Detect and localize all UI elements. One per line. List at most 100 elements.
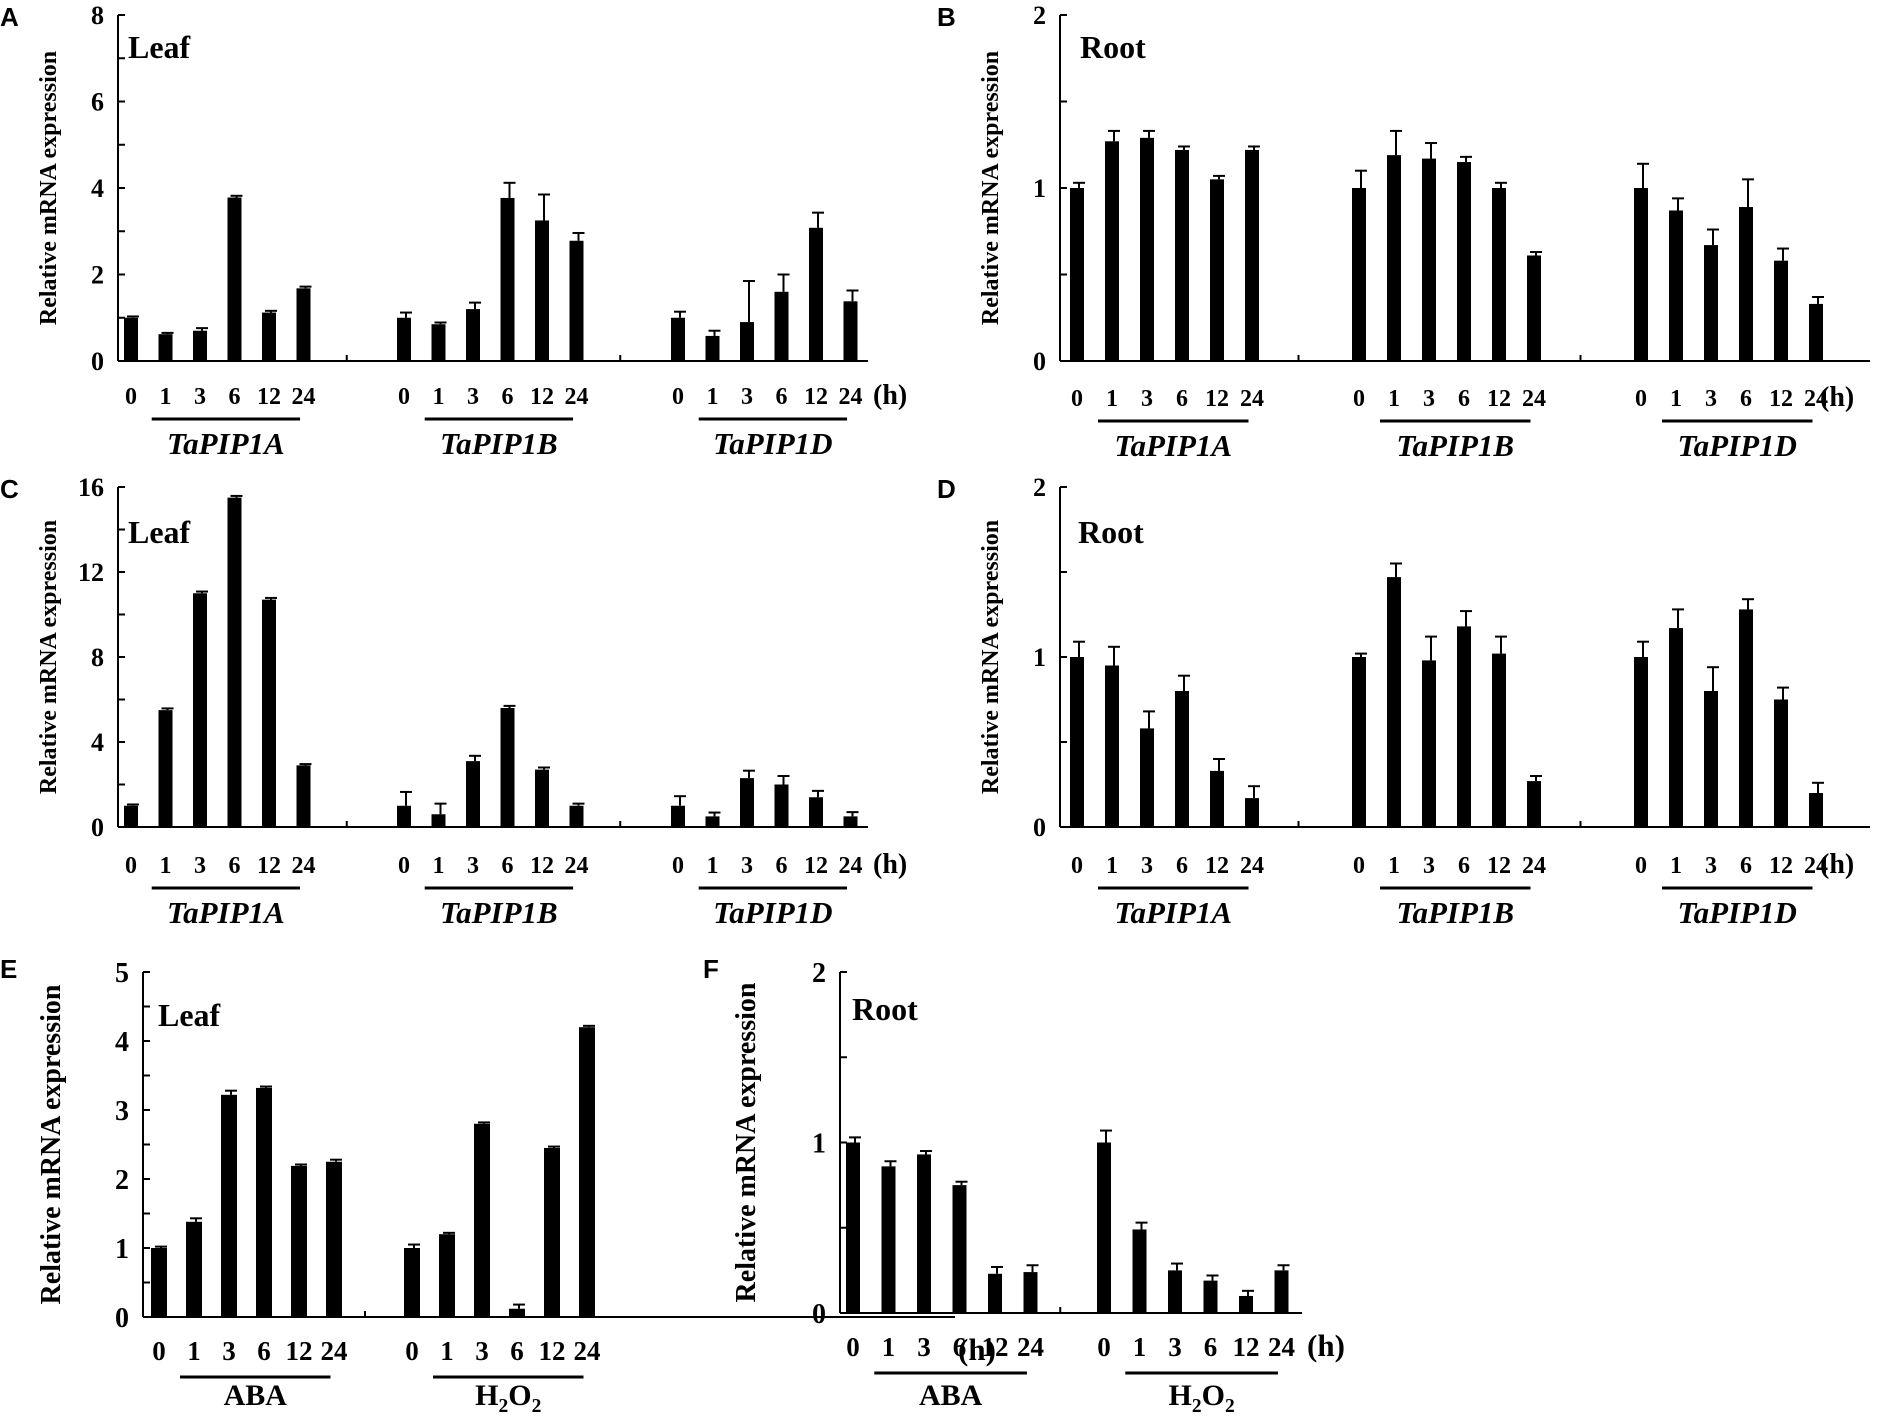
x-tick-label: 24 xyxy=(1268,1332,1295,1362)
x-tick-label: 6 xyxy=(1740,853,1752,879)
x-unit-label: (h) xyxy=(873,380,907,411)
y-tick-label: 8 xyxy=(91,1,104,30)
bar xyxy=(1210,179,1224,361)
x-tick-label: 24 xyxy=(574,1336,601,1366)
bar xyxy=(1527,781,1541,827)
bar xyxy=(1704,245,1718,361)
group-label: TaPIP1A xyxy=(1114,895,1232,930)
bar xyxy=(1245,798,1259,827)
error-bar xyxy=(1026,1264,1039,1273)
x-tick-label: 0 xyxy=(1353,386,1365,412)
x-tick-label: 12 xyxy=(804,853,828,879)
error-bar xyxy=(469,754,481,762)
error-bar xyxy=(1206,1274,1219,1281)
error-bar xyxy=(1073,181,1085,188)
error-bar xyxy=(1108,645,1120,666)
x-tick-label: 6 xyxy=(1458,386,1470,412)
error-bar xyxy=(1530,775,1542,782)
bar xyxy=(397,805,411,827)
error-bar xyxy=(434,321,447,325)
bar xyxy=(262,312,276,361)
group-label: TaPIP1D xyxy=(1678,895,1797,930)
y-tick-label: 0 xyxy=(91,813,104,842)
bar xyxy=(397,317,411,361)
y-tick-label: 0 xyxy=(812,1299,826,1330)
error-bar xyxy=(920,1150,932,1155)
bar xyxy=(1422,660,1436,827)
error-bar xyxy=(991,1265,1003,1274)
x-tick-label: 0 xyxy=(1071,386,1083,412)
error-bar xyxy=(1460,610,1472,627)
x-tick-label: 24 xyxy=(565,853,589,879)
x-unit-label: (h) xyxy=(1820,849,1854,880)
x-tick-label: 3 xyxy=(917,1332,931,1362)
bar xyxy=(1422,158,1436,361)
x-tick-label: 3 xyxy=(1141,853,1153,879)
x-tick-label: 6 xyxy=(502,384,514,410)
y-tick-label: 3 xyxy=(115,1096,129,1127)
x-tick-label: 6 xyxy=(229,853,241,879)
x-tick-label: 3 xyxy=(475,1336,489,1366)
error-bar xyxy=(260,1085,272,1088)
y-tick-label: 1 xyxy=(115,1234,129,1265)
x-tick-label: 24 xyxy=(839,853,863,879)
x-tick-label: 6 xyxy=(1176,386,1188,412)
bar xyxy=(1634,188,1648,361)
x-tick-label: 3 xyxy=(467,384,479,410)
x-tick-label: 0 xyxy=(1097,1332,1111,1362)
error-bar xyxy=(155,1245,167,1248)
bar xyxy=(262,599,276,827)
x-tick-label: 24 xyxy=(1804,386,1828,412)
error-bar xyxy=(400,790,412,806)
x-tick-label: 1 xyxy=(160,384,172,410)
y-tick-label: 2 xyxy=(1033,473,1046,502)
bar xyxy=(705,335,720,361)
y-axis-label: Relative mRNA expression xyxy=(36,520,62,794)
bar xyxy=(740,322,754,361)
error-bar xyxy=(1178,674,1190,691)
x-tick-label: 12 xyxy=(257,853,281,879)
x-tick-label: 3 xyxy=(741,384,753,410)
bar xyxy=(227,497,242,827)
group-label: ABA xyxy=(919,1379,983,1412)
error-bar xyxy=(572,802,585,806)
bar xyxy=(1634,657,1648,827)
x-tick-label: 3 xyxy=(467,853,479,879)
bar xyxy=(1352,188,1366,361)
error-bar xyxy=(777,273,790,292)
x-tick-label: 1 xyxy=(1670,386,1682,412)
error-bar xyxy=(1707,666,1719,691)
y-tick-label: 2 xyxy=(812,958,826,989)
bar xyxy=(1387,577,1401,827)
bar xyxy=(569,805,584,827)
error-bar xyxy=(583,1024,595,1028)
bar xyxy=(1175,691,1189,827)
x-tick-label: 3 xyxy=(194,384,206,410)
error-bar xyxy=(400,311,412,318)
group-label: TaPIP1D xyxy=(1678,428,1797,463)
bar xyxy=(1105,665,1119,827)
bar xyxy=(1492,653,1506,827)
x-tick-label: 12 xyxy=(1487,853,1511,879)
error-bar xyxy=(1637,162,1649,188)
bar xyxy=(500,708,515,827)
error-bar xyxy=(674,795,686,806)
y-tick-label: 1 xyxy=(1033,174,1046,203)
x-tick-label: 0 xyxy=(1635,386,1647,412)
x-tick-label: 0 xyxy=(1071,853,1083,879)
x-tick-label: 1 xyxy=(1388,386,1400,412)
error-bar xyxy=(1672,608,1684,629)
panel-title: Leaf xyxy=(128,29,191,65)
bar xyxy=(1210,770,1224,827)
bar xyxy=(1140,728,1154,827)
x-tick-label: 1 xyxy=(440,1336,454,1366)
bar xyxy=(1457,626,1471,827)
x-tick-label: 6 xyxy=(1176,853,1188,879)
bar xyxy=(256,1087,272,1317)
error-bar xyxy=(127,803,139,806)
x-tick-label: 24 xyxy=(1240,853,1264,879)
x-tick-label: 1 xyxy=(1388,853,1400,879)
group-label: TaPIP1B xyxy=(1396,895,1514,930)
